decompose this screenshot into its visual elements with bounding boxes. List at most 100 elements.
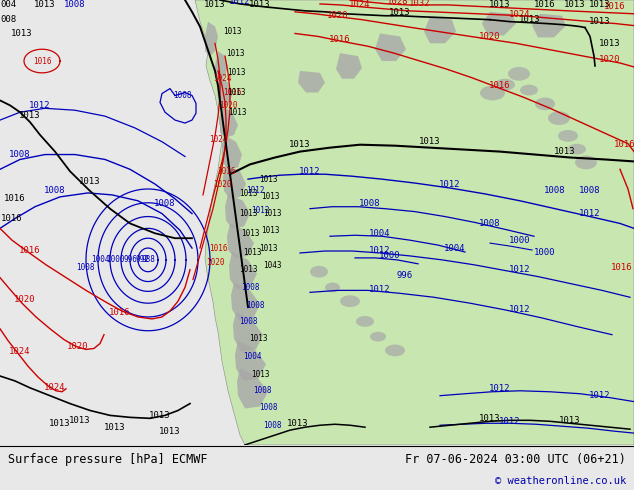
Text: 1020: 1020 <box>67 342 89 351</box>
Text: 1013: 1013 <box>69 416 91 425</box>
Ellipse shape <box>508 67 530 81</box>
Text: 1013: 1013 <box>49 419 71 428</box>
Ellipse shape <box>495 79 515 91</box>
Polygon shape <box>424 17 456 43</box>
Text: 1012: 1012 <box>230 0 251 6</box>
Text: 1013: 1013 <box>239 190 257 198</box>
Text: 1008: 1008 <box>246 301 264 310</box>
Ellipse shape <box>575 155 597 170</box>
Polygon shape <box>215 51 228 81</box>
Text: 1013: 1013 <box>228 108 246 117</box>
Text: 1012: 1012 <box>299 167 321 176</box>
Polygon shape <box>482 12 516 35</box>
Text: 1020: 1020 <box>599 54 621 64</box>
Text: 1013: 1013 <box>259 244 277 252</box>
Text: 996: 996 <box>397 271 413 280</box>
Text: 1008: 1008 <box>241 283 259 292</box>
Text: 1016: 1016 <box>534 0 556 9</box>
Text: 1012: 1012 <box>509 305 531 314</box>
Text: 1016: 1016 <box>4 195 26 203</box>
Text: 1012: 1012 <box>589 391 611 400</box>
Polygon shape <box>237 368 268 409</box>
Text: 1013: 1013 <box>226 49 244 58</box>
Text: 1013: 1013 <box>589 17 611 26</box>
Text: 1012: 1012 <box>579 209 601 218</box>
Text: 1013: 1013 <box>79 176 101 186</box>
Text: 1032: 1032 <box>410 0 430 8</box>
Polygon shape <box>223 164 246 199</box>
Text: 1013: 1013 <box>241 229 259 238</box>
Polygon shape <box>298 71 325 93</box>
Text: 1000: 1000 <box>379 251 401 260</box>
Text: 1012: 1012 <box>509 265 531 274</box>
Polygon shape <box>233 312 263 351</box>
Text: 1013: 1013 <box>559 416 581 425</box>
Text: 1024: 1024 <box>349 0 371 9</box>
Text: 1012: 1012 <box>369 245 391 254</box>
Text: 996: 996 <box>123 255 137 265</box>
Polygon shape <box>205 22 218 56</box>
Ellipse shape <box>558 130 578 142</box>
Text: 1043: 1043 <box>262 261 281 270</box>
Text: 1013: 1013 <box>554 147 576 156</box>
Text: 1004: 1004 <box>243 352 261 361</box>
Text: 1013: 1013 <box>159 427 181 436</box>
Text: 1016: 1016 <box>489 81 511 90</box>
Text: 1013: 1013 <box>262 209 281 218</box>
Text: 1016: 1016 <box>217 167 235 176</box>
Text: 1008: 1008 <box>259 403 277 412</box>
Text: 1013: 1013 <box>251 369 269 379</box>
Text: 1013: 1013 <box>519 15 541 24</box>
Text: 1013: 1013 <box>599 39 621 48</box>
Text: 1013: 1013 <box>261 193 279 201</box>
Ellipse shape <box>370 332 386 342</box>
Text: 1013: 1013 <box>564 0 586 9</box>
Text: 1016: 1016 <box>19 245 41 254</box>
Text: 1013: 1013 <box>249 334 268 343</box>
Text: 1013: 1013 <box>34 0 56 9</box>
Text: 1016: 1016 <box>604 2 626 11</box>
Text: 1024: 1024 <box>509 10 531 19</box>
Text: 1008: 1008 <box>239 318 257 326</box>
Text: 1013: 1013 <box>489 0 511 9</box>
Text: 1020: 1020 <box>213 179 231 189</box>
Text: Fr 07-06-2024 03:00 UTC (06+21): Fr 07-06-2024 03:00 UTC (06+21) <box>405 453 626 466</box>
Text: 1013: 1013 <box>259 174 277 184</box>
Text: 1016: 1016 <box>223 88 242 97</box>
Ellipse shape <box>340 295 360 307</box>
Text: 1016: 1016 <box>1 214 23 223</box>
Text: 1012: 1012 <box>246 187 264 196</box>
Text: 1004: 1004 <box>91 255 109 265</box>
Text: 1008: 1008 <box>479 219 501 228</box>
Ellipse shape <box>310 266 328 277</box>
Polygon shape <box>220 105 238 138</box>
Ellipse shape <box>325 283 340 293</box>
Text: 1016: 1016 <box>209 244 227 252</box>
Text: 1013: 1013 <box>227 88 245 97</box>
Polygon shape <box>336 53 362 79</box>
Text: 1016: 1016 <box>109 308 131 317</box>
Text: 1013: 1013 <box>289 140 311 149</box>
Text: 1013: 1013 <box>104 423 126 432</box>
Text: 1013: 1013 <box>239 209 257 218</box>
Text: 1012: 1012 <box>439 179 461 189</box>
Text: 1008: 1008 <box>359 199 381 208</box>
Ellipse shape <box>480 86 505 100</box>
Text: 1013: 1013 <box>287 419 309 428</box>
Polygon shape <box>532 14 566 37</box>
Text: 1012: 1012 <box>251 206 269 215</box>
Text: 1020: 1020 <box>327 11 349 20</box>
Text: 1012: 1012 <box>369 285 391 294</box>
Text: 1016: 1016 <box>329 35 351 44</box>
Text: 1020: 1020 <box>219 101 237 110</box>
Polygon shape <box>231 283 260 321</box>
Text: 1013: 1013 <box>419 137 441 146</box>
Polygon shape <box>195 0 634 445</box>
Text: 1012: 1012 <box>489 384 511 393</box>
Text: 992: 992 <box>135 255 149 265</box>
Text: 008: 008 <box>0 15 16 24</box>
Polygon shape <box>217 76 232 108</box>
Text: 1013: 1013 <box>204 0 226 9</box>
Polygon shape <box>235 341 266 381</box>
Text: 1020: 1020 <box>479 32 501 41</box>
